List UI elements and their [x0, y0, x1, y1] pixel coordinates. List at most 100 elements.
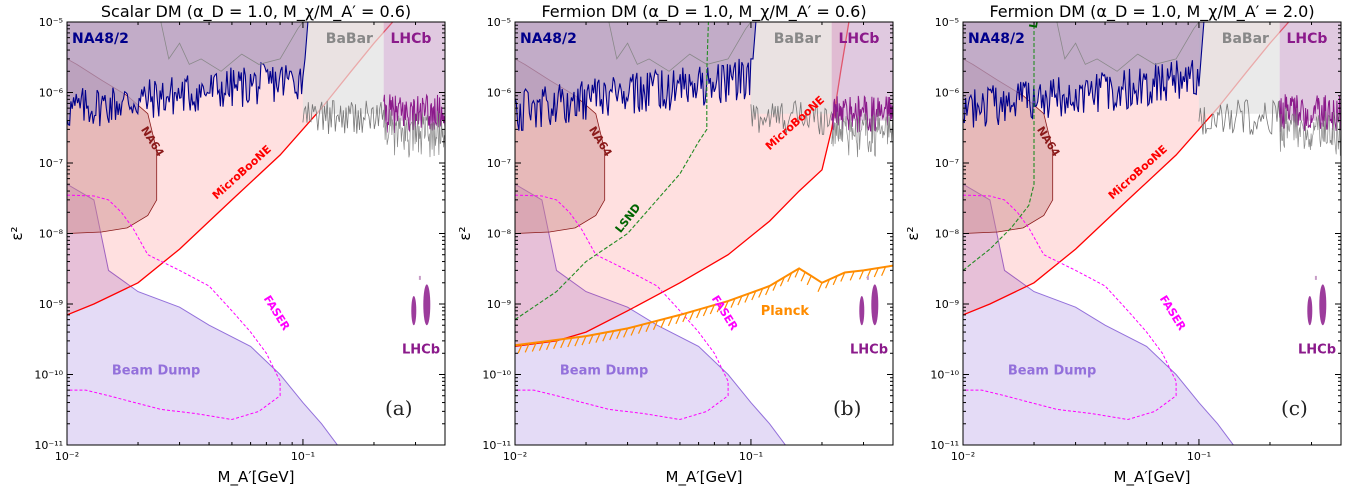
y-tick-label: 10⁻¹⁰: [930, 369, 959, 382]
lhcb-island: [859, 296, 865, 326]
y-tick-label: 10⁻⁷: [935, 157, 959, 170]
na48-region: [963, 22, 1209, 128]
planck-hatch: [515, 345, 516, 347]
planck-hatch: [794, 268, 800, 278]
planck-hatch: [817, 282, 823, 293]
planck-hatch: [567, 337, 573, 348]
planck-hatch: [560, 338, 566, 349]
y-tick-label: 10⁻⁵: [487, 16, 511, 29]
y-tick-label: 10⁻⁹: [487, 298, 511, 311]
na48-region: [515, 22, 761, 131]
planck-hatch: [623, 328, 629, 338]
beam-dump-region: [67, 183, 339, 445]
beam-dump-region: [515, 183, 787, 445]
planck-hatch: [553, 339, 559, 350]
planck-hatch: [581, 335, 587, 346]
na48-label: NA48/2: [968, 31, 1025, 47]
na48-line: [515, 22, 757, 131]
y-tick-label: 10⁻⁶: [935, 87, 960, 100]
y-tick-label: 10⁻¹⁰: [34, 369, 63, 382]
babar-label: BaBar: [326, 31, 373, 47]
x-tick-label: 10⁻¹: [739, 450, 763, 463]
lhcb-bottom-label: LHCb: [402, 342, 440, 357]
lhcb-top-label: LHCb: [839, 31, 880, 47]
y-tick-label: 10⁻⁷: [39, 157, 63, 170]
planck-hatch: [531, 342, 537, 352]
lsnd-label: LSND: [1027, 0, 1046, 29]
lhcb-top-label: LHCb: [1287, 31, 1328, 47]
na48-upper-boundary: [608, 22, 752, 72]
y-axis-label: ε²: [456, 226, 474, 240]
lhcb-island: [411, 296, 417, 326]
lhcb-island: [423, 284, 431, 326]
planck-hatch: [545, 340, 552, 350]
babar-line: [750, 100, 833, 135]
x-tick-label: 10⁻²: [951, 450, 975, 463]
lhcb-island: [871, 284, 879, 326]
lhcb-bottom-label: LHCb: [1298, 342, 1336, 357]
planck-hatch: [779, 276, 785, 287]
x-tick-label: 10⁻²: [503, 450, 527, 463]
planck-hatch: [588, 334, 594, 345]
y-tick-label: 10⁻⁸: [39, 228, 64, 241]
y-axis-label: ε²: [8, 226, 26, 240]
planck-hatch: [652, 320, 659, 330]
planck-hatch: [800, 271, 806, 282]
babar-label: BaBar: [774, 31, 821, 47]
x-tick-label: 10⁻²: [55, 450, 79, 463]
planck-hatch: [825, 279, 831, 289]
lhcb-bottom-label: LHCb: [850, 342, 888, 357]
planck-hatch: [723, 300, 729, 311]
na48-label: NA48/2: [520, 31, 577, 47]
x-tick-label: 10⁻¹: [1187, 450, 1211, 463]
babar-region: [750, 22, 832, 114]
y-tick-label: 10⁻⁹: [39, 298, 63, 311]
x-axis-label: M_A′[GeV]: [1114, 468, 1191, 487]
babar-label: BaBar: [1222, 31, 1269, 47]
na48-upper-boundary: [1056, 22, 1200, 72]
y-tick-label: 10⁻⁶: [39, 87, 64, 100]
planck-hatch: [595, 333, 601, 343]
panel-label: (c): [1281, 396, 1308, 420]
planck-hatch: [787, 272, 793, 283]
planck-label: Planck: [761, 304, 810, 319]
y-tick-label: 10⁻⁵: [39, 16, 63, 29]
planck-hatch: [840, 272, 846, 282]
lhcb-line-2: [1279, 106, 1341, 156]
planck-hatch: [667, 316, 673, 327]
lhcb-island: [1319, 284, 1327, 326]
lhcb-island-dot: [1314, 275, 1317, 280]
planck-hatch: [716, 302, 722, 313]
planck-hatch: [696, 308, 702, 319]
panel-title: Fermion DM (α_D = 1.0, M_χ/M_A′ = 2.0): [989, 2, 1314, 22]
planck-hatch: [682, 312, 688, 323]
planck-hatch: [849, 271, 855, 281]
faser-label: FASER: [1157, 293, 1189, 333]
planck-hatch: [744, 293, 750, 303]
y-tick-label: 10⁻¹¹: [930, 439, 959, 452]
faser-label: FASER: [261, 293, 293, 333]
planck-hatch: [881, 266, 887, 277]
lhcb-line: [831, 95, 893, 133]
planck-hatch: [675, 314, 681, 325]
planck-hatch: [832, 275, 838, 286]
babar-line: [302, 100, 385, 135]
y-tick-label: 10⁻¹¹: [34, 439, 63, 452]
planck-hatch: [630, 326, 636, 336]
na48-label: NA48/2: [72, 31, 129, 47]
panel-title: Fermion DM (α_D = 1.0, M_χ/M_A′ = 0.6): [541, 2, 866, 22]
planck-hatch: [709, 304, 715, 315]
na48-upper-boundary: [160, 22, 304, 72]
lhcb-line: [1279, 94, 1341, 133]
beam-dump-label: Beam Dump: [1008, 364, 1096, 379]
lhcb-line: [383, 93, 445, 134]
y-tick-label: 10⁻⁹: [935, 298, 959, 311]
lhcb-line-2: [831, 109, 893, 158]
babar-line: [1198, 99, 1281, 135]
y-tick-label: 10⁻¹¹: [482, 439, 511, 452]
lhcb-region: [383, 22, 445, 121]
